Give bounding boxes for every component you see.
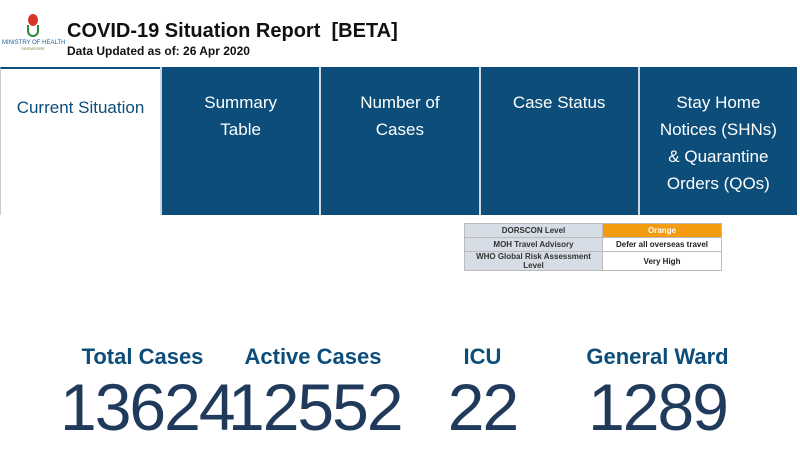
stat-label: Total Cases [81, 344, 204, 369]
stat-active-cases: Active Cases 12552 [228, 344, 404, 444]
stat-value: 13624 [60, 370, 236, 444]
stat-value: 22 [447, 370, 519, 444]
tab-summary-table[interactable]: Summary Table [160, 67, 320, 215]
tab-number-of-cases[interactable]: Number of Cases [319, 67, 479, 215]
page-title: COVID-19 Situation Report [BETA] [67, 20, 398, 42]
tab-bar: Current Situation Summary Table Number o… [0, 67, 797, 215]
moh-logo-icon [26, 14, 40, 38]
stat-value: 1289 [588, 370, 729, 444]
status-key: DORSCON Level [464, 223, 603, 238]
stat-label: Active Cases [244, 344, 382, 369]
tab-label: Stay Home Notices (SHNs) & Quarantine Or… [659, 93, 777, 193]
stat-value: 12552 [228, 370, 404, 444]
status-key: WHO Global Risk Assessment Level [464, 251, 603, 271]
logo-text: MINISTRY OF HEALTH [2, 40, 66, 46]
logo-subtext: SINGAPORE [21, 46, 45, 51]
stat-icu: ICU 22 [430, 344, 535, 442]
table-row: DORSCON Level Orange [464, 223, 722, 238]
tab-shn-qo[interactable]: Stay Home Notices (SHNs) & Quarantine Or… [637, 67, 797, 215]
status-table: DORSCON Level Orange MOH Travel Advisory D… [464, 223, 722, 271]
table-row: MOH Travel Advisory Defer all overseas tr… [464, 237, 722, 252]
status-value: Very High [602, 251, 722, 271]
status-key: MOH Travel Advisory [464, 237, 603, 252]
tab-label: Number of Cases [360, 93, 440, 139]
stat-label: General Ward [586, 344, 729, 369]
stat-general-ward: General Ward 1289 [575, 344, 740, 442]
moh-logo: MINISTRY OF HEALTH SINGAPORE [2, 14, 66, 62]
table-row: WHO Global Risk Assessment Level Very Hig… [464, 251, 722, 271]
stat-total-cases: Total Cases 13624 [60, 344, 236, 444]
tab-case-status[interactable]: Case Status [478, 67, 638, 215]
tab-current-situation[interactable]: Current Situation [0, 67, 160, 215]
status-value: Defer all overseas travel [602, 237, 722, 252]
status-value: Orange [602, 223, 722, 238]
stat-label: ICU [463, 344, 502, 369]
tab-label: Summary Table [204, 93, 277, 139]
data-updated: Data Updated as of: 26 Apr 2020 [67, 44, 250, 58]
